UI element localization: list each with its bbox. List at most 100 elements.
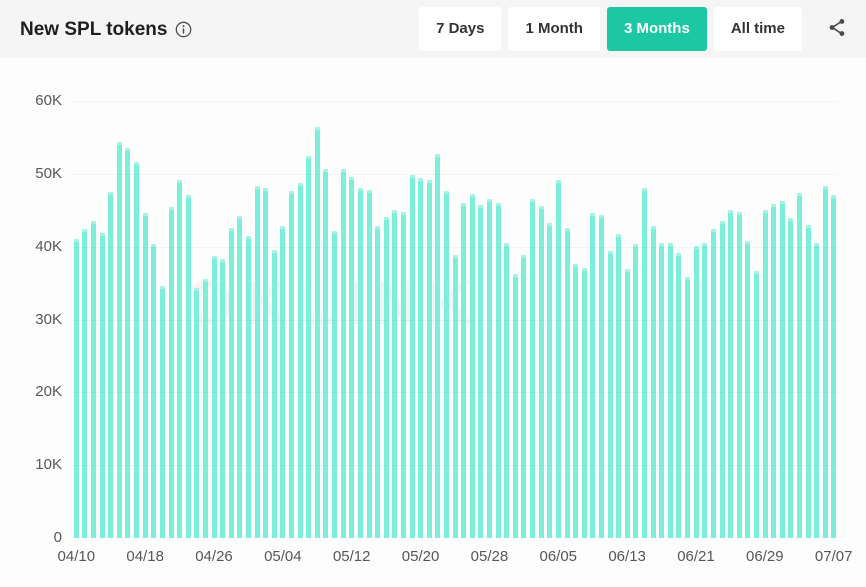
bar xyxy=(771,204,777,538)
bar xyxy=(108,192,114,538)
bar xyxy=(538,205,544,538)
bar xyxy=(426,179,432,538)
bar xyxy=(340,168,346,538)
bar xyxy=(710,229,716,538)
bar xyxy=(177,179,183,538)
bar xyxy=(702,243,708,538)
info-icon[interactable] xyxy=(175,21,192,38)
bar xyxy=(555,179,561,538)
time-range-button-3-months[interactable]: 3 Months xyxy=(606,7,707,51)
bar xyxy=(375,226,381,538)
share-button[interactable] xyxy=(823,13,852,45)
bar xyxy=(134,162,140,538)
bar xyxy=(624,269,630,538)
time-range-button-7-days[interactable]: 7 Days xyxy=(419,7,502,51)
bar xyxy=(814,243,820,538)
bar xyxy=(616,234,622,538)
bar xyxy=(564,227,570,538)
x-axis-tick-label: 05/04 xyxy=(264,548,302,565)
bar xyxy=(667,243,673,538)
bar xyxy=(504,243,510,538)
bar xyxy=(314,126,320,538)
x-axis-tick-label: 05/20 xyxy=(401,548,440,565)
bar xyxy=(736,212,742,538)
bar xyxy=(357,187,363,538)
bar xyxy=(573,264,579,538)
bar xyxy=(383,216,389,538)
gridline xyxy=(72,319,838,321)
time-range-button-group: 7 Days 1 Month 3 Months All time xyxy=(419,7,852,51)
bar xyxy=(796,192,802,538)
bar xyxy=(418,178,424,538)
share-nodes-icon xyxy=(827,17,848,41)
bar xyxy=(185,194,191,538)
y-axis-tick-label: 20K xyxy=(35,383,62,401)
bar xyxy=(151,243,157,538)
x-axis-tick-label: 06/21 xyxy=(677,548,715,565)
bar xyxy=(99,232,105,538)
bar xyxy=(521,254,527,538)
bar xyxy=(607,251,613,538)
time-range-button-1-month[interactable]: 1 Month xyxy=(508,7,600,51)
bar xyxy=(659,243,665,538)
y-axis-tick-label: 30K xyxy=(35,310,62,328)
gridline xyxy=(72,246,838,248)
bar xyxy=(753,271,759,538)
bar xyxy=(323,168,329,538)
x-axis-tick-label: 04/26 xyxy=(195,548,233,565)
bar xyxy=(676,252,682,538)
bar xyxy=(116,141,122,538)
bar xyxy=(392,210,398,538)
x-axis-tick-label: 06/13 xyxy=(608,548,646,565)
x-axis-tick-label: 06/29 xyxy=(746,548,784,565)
bar xyxy=(728,210,734,538)
gridline xyxy=(72,392,838,394)
bar xyxy=(142,213,148,538)
bar xyxy=(581,267,587,538)
bar xyxy=(530,199,536,538)
bar xyxy=(211,256,217,538)
bar xyxy=(685,276,691,538)
bar xyxy=(280,226,286,538)
bar xyxy=(590,213,596,538)
page-title: New SPL tokens xyxy=(20,18,168,40)
bar xyxy=(82,229,88,538)
bar xyxy=(237,216,243,538)
bar xyxy=(245,235,251,538)
x-axis-tick-label: 07/07 xyxy=(814,548,853,565)
bar xyxy=(125,148,131,538)
y-axis-tick-label: 0 xyxy=(53,529,62,546)
time-range-button-all-time[interactable]: All time xyxy=(713,7,802,51)
bar xyxy=(788,217,794,538)
bar xyxy=(220,259,226,538)
gridline xyxy=(72,173,838,175)
bar xyxy=(650,226,656,538)
bar xyxy=(831,194,837,538)
gridline xyxy=(72,101,838,102)
bar xyxy=(289,191,295,538)
bar xyxy=(159,286,165,538)
x-axis-tick-label: 04/10 xyxy=(57,548,96,565)
gridline xyxy=(72,465,838,467)
bar xyxy=(400,211,406,538)
bar xyxy=(805,224,811,538)
bar xyxy=(719,221,725,538)
bar xyxy=(512,274,518,538)
bar xyxy=(822,186,828,538)
chart-header: New SPL tokens 7 Days 1 Month 3 Months A… xyxy=(0,0,866,58)
bar xyxy=(633,244,639,538)
bar xyxy=(254,186,260,538)
x-axis-tick-label: 05/28 xyxy=(470,548,509,565)
x-axis-tick-label: 04/18 xyxy=(126,548,164,565)
chart-plot-area[interactable] xyxy=(72,101,838,538)
bar xyxy=(263,187,269,538)
x-axis-tick-label: 06/05 xyxy=(539,548,578,565)
bar xyxy=(349,177,355,538)
x-axis-tick-label: 05/12 xyxy=(332,548,371,565)
bar xyxy=(366,189,372,538)
bar xyxy=(598,214,604,538)
bar xyxy=(271,249,277,538)
bar xyxy=(642,188,648,538)
bar xyxy=(779,200,785,538)
bar xyxy=(478,205,484,538)
